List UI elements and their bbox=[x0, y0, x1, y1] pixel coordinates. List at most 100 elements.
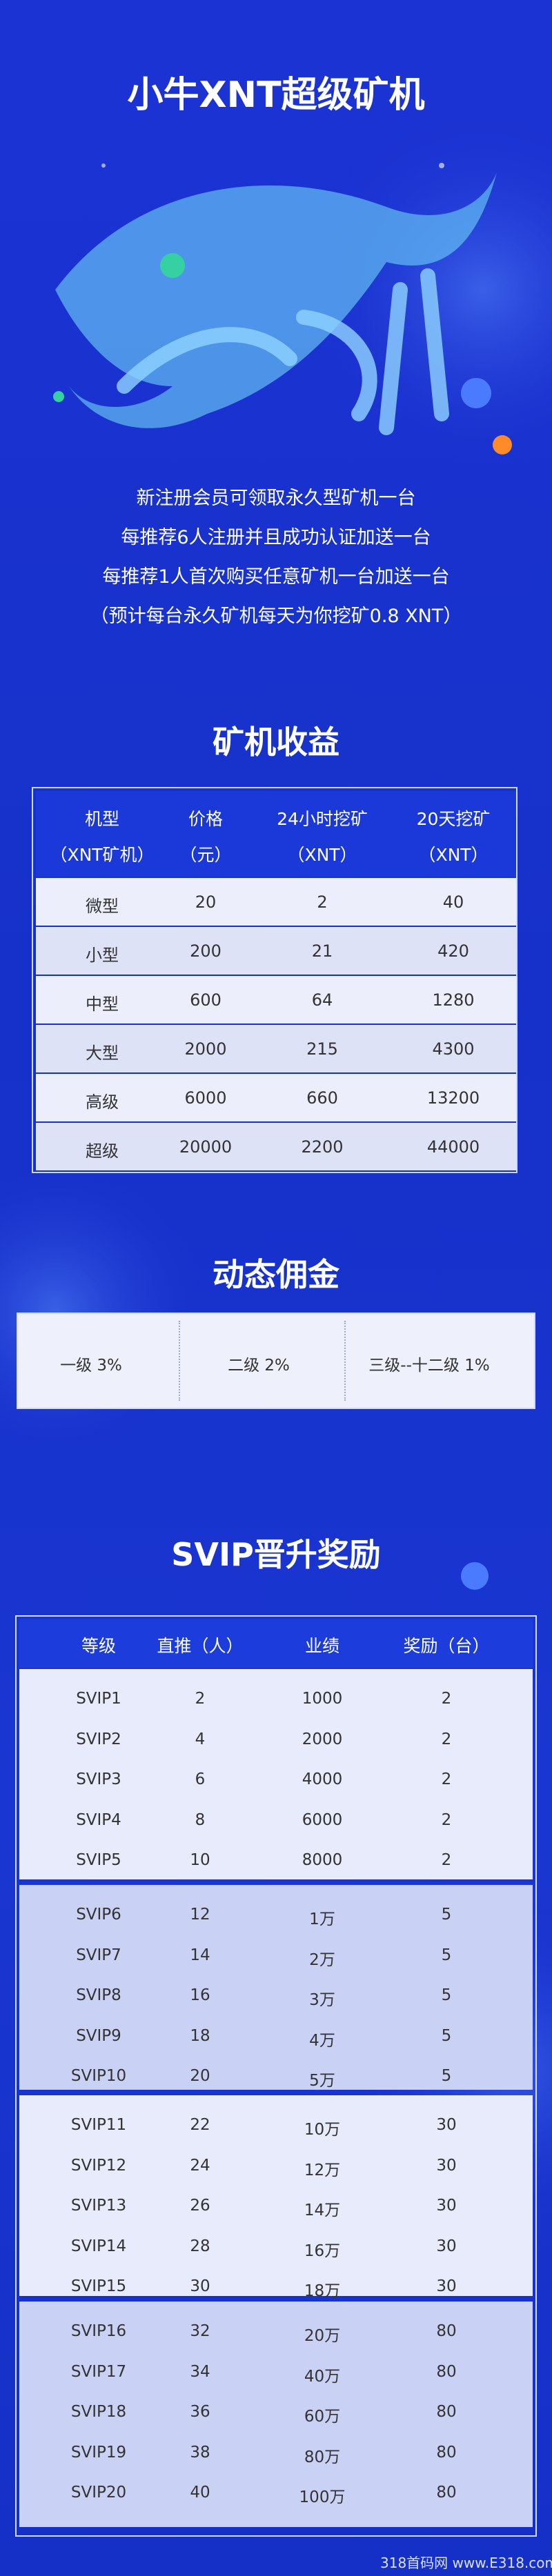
table-cell: 30 bbox=[436, 2237, 457, 2255]
table-cell: 5 bbox=[441, 2026, 452, 2045]
table-cell: 20000 bbox=[179, 1137, 233, 1157]
table-cell: 18万 bbox=[304, 2282, 341, 2300]
table-cell: 2 bbox=[441, 1851, 452, 1869]
table-cell: 2 bbox=[441, 1730, 452, 1748]
table-cell: 10 bbox=[190, 1851, 210, 1869]
table-cell: SVIP19 bbox=[70, 2443, 127, 2462]
table-cell: SVIP8 bbox=[76, 1986, 121, 2004]
intro-line: 每推荐1人首次购买任意矿机一台加送一台 bbox=[102, 566, 450, 588]
table-cell: 44000 bbox=[426, 1137, 480, 1157]
table-cell: 420 bbox=[437, 941, 469, 961]
section-heading: 矿机收益 bbox=[213, 723, 339, 761]
table-cell: 8000 bbox=[302, 1851, 343, 1869]
table-frame bbox=[32, 787, 518, 1173]
table-cell: 超级 bbox=[86, 1141, 119, 1161]
table-row bbox=[36, 1123, 516, 1170]
header-cell: （XNT） bbox=[287, 845, 357, 865]
table-cell: 30 bbox=[436, 2156, 457, 2175]
table-cell: 80 bbox=[436, 2322, 457, 2340]
header-cell: （XNT矿机） bbox=[50, 845, 155, 865]
watermark: 318首码网 www.E318.com bbox=[379, 2555, 552, 2571]
table-cell: 80 bbox=[436, 2362, 457, 2381]
commission-item: 三级--十二级 1% bbox=[368, 1357, 490, 1375]
divider bbox=[178, 1321, 180, 1401]
table-cell: 2000 bbox=[302, 1730, 343, 1748]
table-cell: 20 bbox=[195, 892, 217, 912]
table-cell: SVIP15 bbox=[70, 2277, 127, 2295]
table-cell: 6000 bbox=[302, 1810, 343, 1829]
header-cell: （XNT） bbox=[418, 845, 489, 865]
table-cell: SVIP4 bbox=[76, 1810, 121, 1829]
table-cell: 34 bbox=[190, 2362, 210, 2381]
table-cell: 60万 bbox=[304, 2408, 341, 2426]
table-cell: 20万 bbox=[304, 2327, 341, 2345]
table-cell: 80 bbox=[436, 2403, 457, 2421]
header-cell: 机型 bbox=[84, 809, 120, 829]
table-cell: SVIP2 bbox=[76, 1730, 121, 1748]
table-cell: 14 bbox=[190, 1946, 210, 1964]
table-cell: SVIP16 bbox=[70, 2322, 127, 2340]
table-cell: SVIP6 bbox=[76, 1906, 121, 1924]
commission-frame bbox=[17, 1312, 535, 1409]
divider bbox=[344, 1321, 346, 1401]
table-cell: 14万 bbox=[304, 2201, 341, 2219]
header-cell: 20天挖矿 bbox=[416, 809, 491, 829]
table-cell: 4万 bbox=[309, 2031, 335, 2050]
table-cell: 22 bbox=[190, 2116, 210, 2134]
table-row bbox=[36, 976, 516, 1024]
table-cell: 215 bbox=[306, 1039, 338, 1059]
table-cell: 16 bbox=[190, 1986, 210, 2004]
commission-item: 二级 2% bbox=[228, 1357, 290, 1375]
table-cell: 3万 bbox=[309, 1991, 335, 2009]
table-cell: 30 bbox=[436, 2277, 457, 2295]
table-cell: 64 bbox=[311, 990, 333, 1010]
section-heading: 动态佣金 bbox=[213, 1256, 339, 1293]
table-cell: 大型 bbox=[86, 1044, 119, 1063]
table-frame bbox=[15, 1615, 537, 2537]
table-cell: 5 bbox=[441, 1986, 452, 2004]
table-cell: 5万 bbox=[309, 2072, 335, 2090]
intro-line: 新注册会员可领取永久型矿机一台 bbox=[136, 488, 416, 509]
table-cell: 26 bbox=[190, 2197, 210, 2215]
table-cell: SVIP14 bbox=[70, 2237, 127, 2255]
table-header bbox=[36, 791, 516, 877]
table-cell: SVIP9 bbox=[76, 2026, 121, 2045]
table-cell: 30 bbox=[436, 2116, 457, 2134]
table-cell: SVIP18 bbox=[70, 2403, 127, 2421]
header-cell: 业绩 bbox=[304, 1636, 340, 1656]
table-cell: 80万 bbox=[304, 2448, 341, 2466]
table-cell: 38 bbox=[190, 2443, 210, 2462]
row-group bbox=[19, 1669, 533, 1879]
table-cell: 1万 bbox=[309, 1910, 335, 1928]
table-cell: 1000 bbox=[302, 1690, 343, 1708]
table-cell: 200 bbox=[190, 941, 221, 961]
table-cell: 24 bbox=[190, 2156, 210, 2175]
table-cell: 2 bbox=[317, 892, 328, 912]
table-cell: 6 bbox=[195, 1770, 206, 1788]
table-row bbox=[36, 878, 516, 926]
table-cell: 10万 bbox=[304, 2121, 341, 2139]
header-cell: 直推（人） bbox=[157, 1636, 244, 1656]
table-cell: 100万 bbox=[299, 2488, 346, 2506]
table-cell: 36 bbox=[190, 2403, 210, 2421]
table-cell: 微型 bbox=[86, 897, 119, 916]
table-cell: SVIP5 bbox=[76, 1851, 121, 1869]
table-cell: 8 bbox=[195, 1810, 206, 1829]
table-cell: 5 bbox=[441, 1946, 452, 1964]
table-cell: 2 bbox=[441, 1690, 452, 1708]
table-cell: 2000 bbox=[184, 1039, 227, 1059]
table-cell: 21 bbox=[311, 941, 333, 961]
table-cell: 6000 bbox=[184, 1088, 227, 1108]
table-cell: 5 bbox=[441, 1906, 452, 1924]
table-cell: SVIP13 bbox=[70, 2197, 127, 2215]
table-cell: 5 bbox=[441, 2067, 452, 2085]
table-cell: SVIP20 bbox=[70, 2484, 127, 2502]
table-cell: 660 bbox=[306, 1088, 338, 1108]
table-cell: 13200 bbox=[426, 1088, 480, 1108]
table-cell: 18 bbox=[190, 2026, 210, 2045]
table-cell: 2 bbox=[441, 1810, 452, 1829]
table-cell: 40 bbox=[190, 2484, 210, 2502]
table-cell: 30 bbox=[436, 2197, 457, 2215]
table-row bbox=[36, 927, 516, 975]
